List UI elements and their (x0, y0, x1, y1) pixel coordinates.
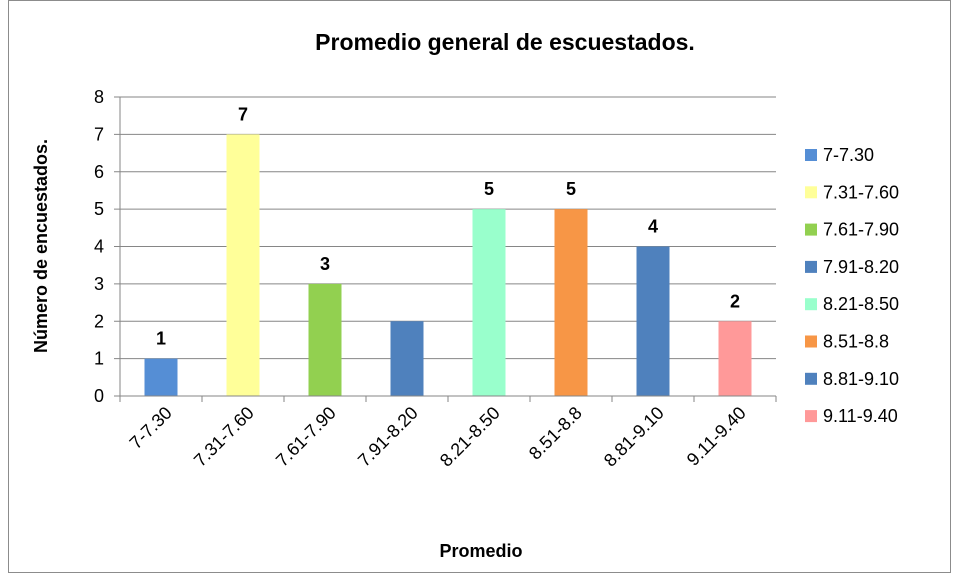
x-tick-label: 8.21-8.50 (436, 403, 504, 471)
legend-swatch (805, 372, 817, 385)
legend-swatch (805, 410, 817, 423)
bars (144, 134, 752, 396)
x-tick-label: 9.11-9.40 (683, 403, 750, 470)
bar (718, 321, 752, 396)
data-label: 5 (566, 179, 576, 199)
legend: 7-7.30 7.31-7.60 7.61-7.90 7.91-8.20 8.21-8.… (805, 145, 899, 426)
y-tick-label: 6 (94, 162, 104, 182)
legend-swatch (805, 186, 817, 199)
y-tick-label: 4 (94, 237, 104, 257)
data-label: 5 (484, 179, 494, 199)
bar (226, 134, 260, 396)
y-axis-ticks: 0 1 2 3 4 5 6 7 8 (94, 87, 120, 406)
legend-swatch (805, 335, 817, 348)
chart-title: Promedio general de escuestados. (315, 29, 695, 55)
x-tick-label: 7-7.30 (126, 403, 176, 453)
x-axis-ticks: 7-7.30 7.31-7.60 7.61-7.90 7.91-8.20 8.21-8.… (119, 396, 777, 471)
bar (308, 283, 342, 396)
y-tick-label: 5 (94, 199, 104, 219)
legend-swatch (805, 260, 817, 273)
data-label: 2 (730, 291, 740, 311)
x-tick-label: 8.51-8.8 (525, 403, 586, 464)
y-tick-label: 0 (94, 386, 104, 406)
x-tick-label: 8.81-9.10 (600, 403, 668, 471)
legend-label: 7.91-8.20 (823, 257, 899, 277)
y-tick-label: 1 (94, 349, 104, 369)
data-label: 7 (238, 104, 248, 124)
legend-label: 7.61-7.90 (823, 220, 899, 240)
bar (554, 209, 588, 396)
y-tick-label: 2 (94, 311, 104, 331)
bar (144, 358, 178, 396)
x-tick-label: 7.61-7.90 (272, 403, 340, 471)
x-tick-label: 7.91-8.20 (354, 403, 422, 471)
gridlines (120, 96, 776, 360)
legend-label: 8.21-8.50 (823, 294, 899, 314)
bar (390, 321, 424, 396)
legend-label: 7.31-7.60 (823, 182, 899, 202)
legend-swatch (805, 223, 817, 236)
x-tick-label: 7.31-7.60 (190, 403, 258, 471)
legend-label: 9.11-9.40 (823, 406, 898, 426)
legend-label: 8.51-8.8 (823, 332, 889, 352)
y-tick-label: 3 (94, 274, 104, 294)
legend-swatch (805, 149, 817, 161)
data-labels: 1 7 3 5 5 4 2 (156, 104, 740, 348)
data-label: 1 (156, 329, 166, 349)
x-axis-title: Promedio (439, 541, 522, 561)
y-axis-title: Número de encuestados. (31, 139, 51, 353)
legend-label: 7-7.30 (823, 145, 874, 165)
y-tick-label: 7 (94, 124, 104, 144)
y-tick-label: 8 (94, 87, 104, 107)
legend-swatch (805, 298, 817, 311)
data-label: 4 (648, 217, 658, 237)
legend-label: 8.81-9.10 (823, 369, 899, 389)
bar (472, 209, 506, 396)
bar (636, 246, 670, 396)
data-label: 3 (320, 254, 330, 274)
